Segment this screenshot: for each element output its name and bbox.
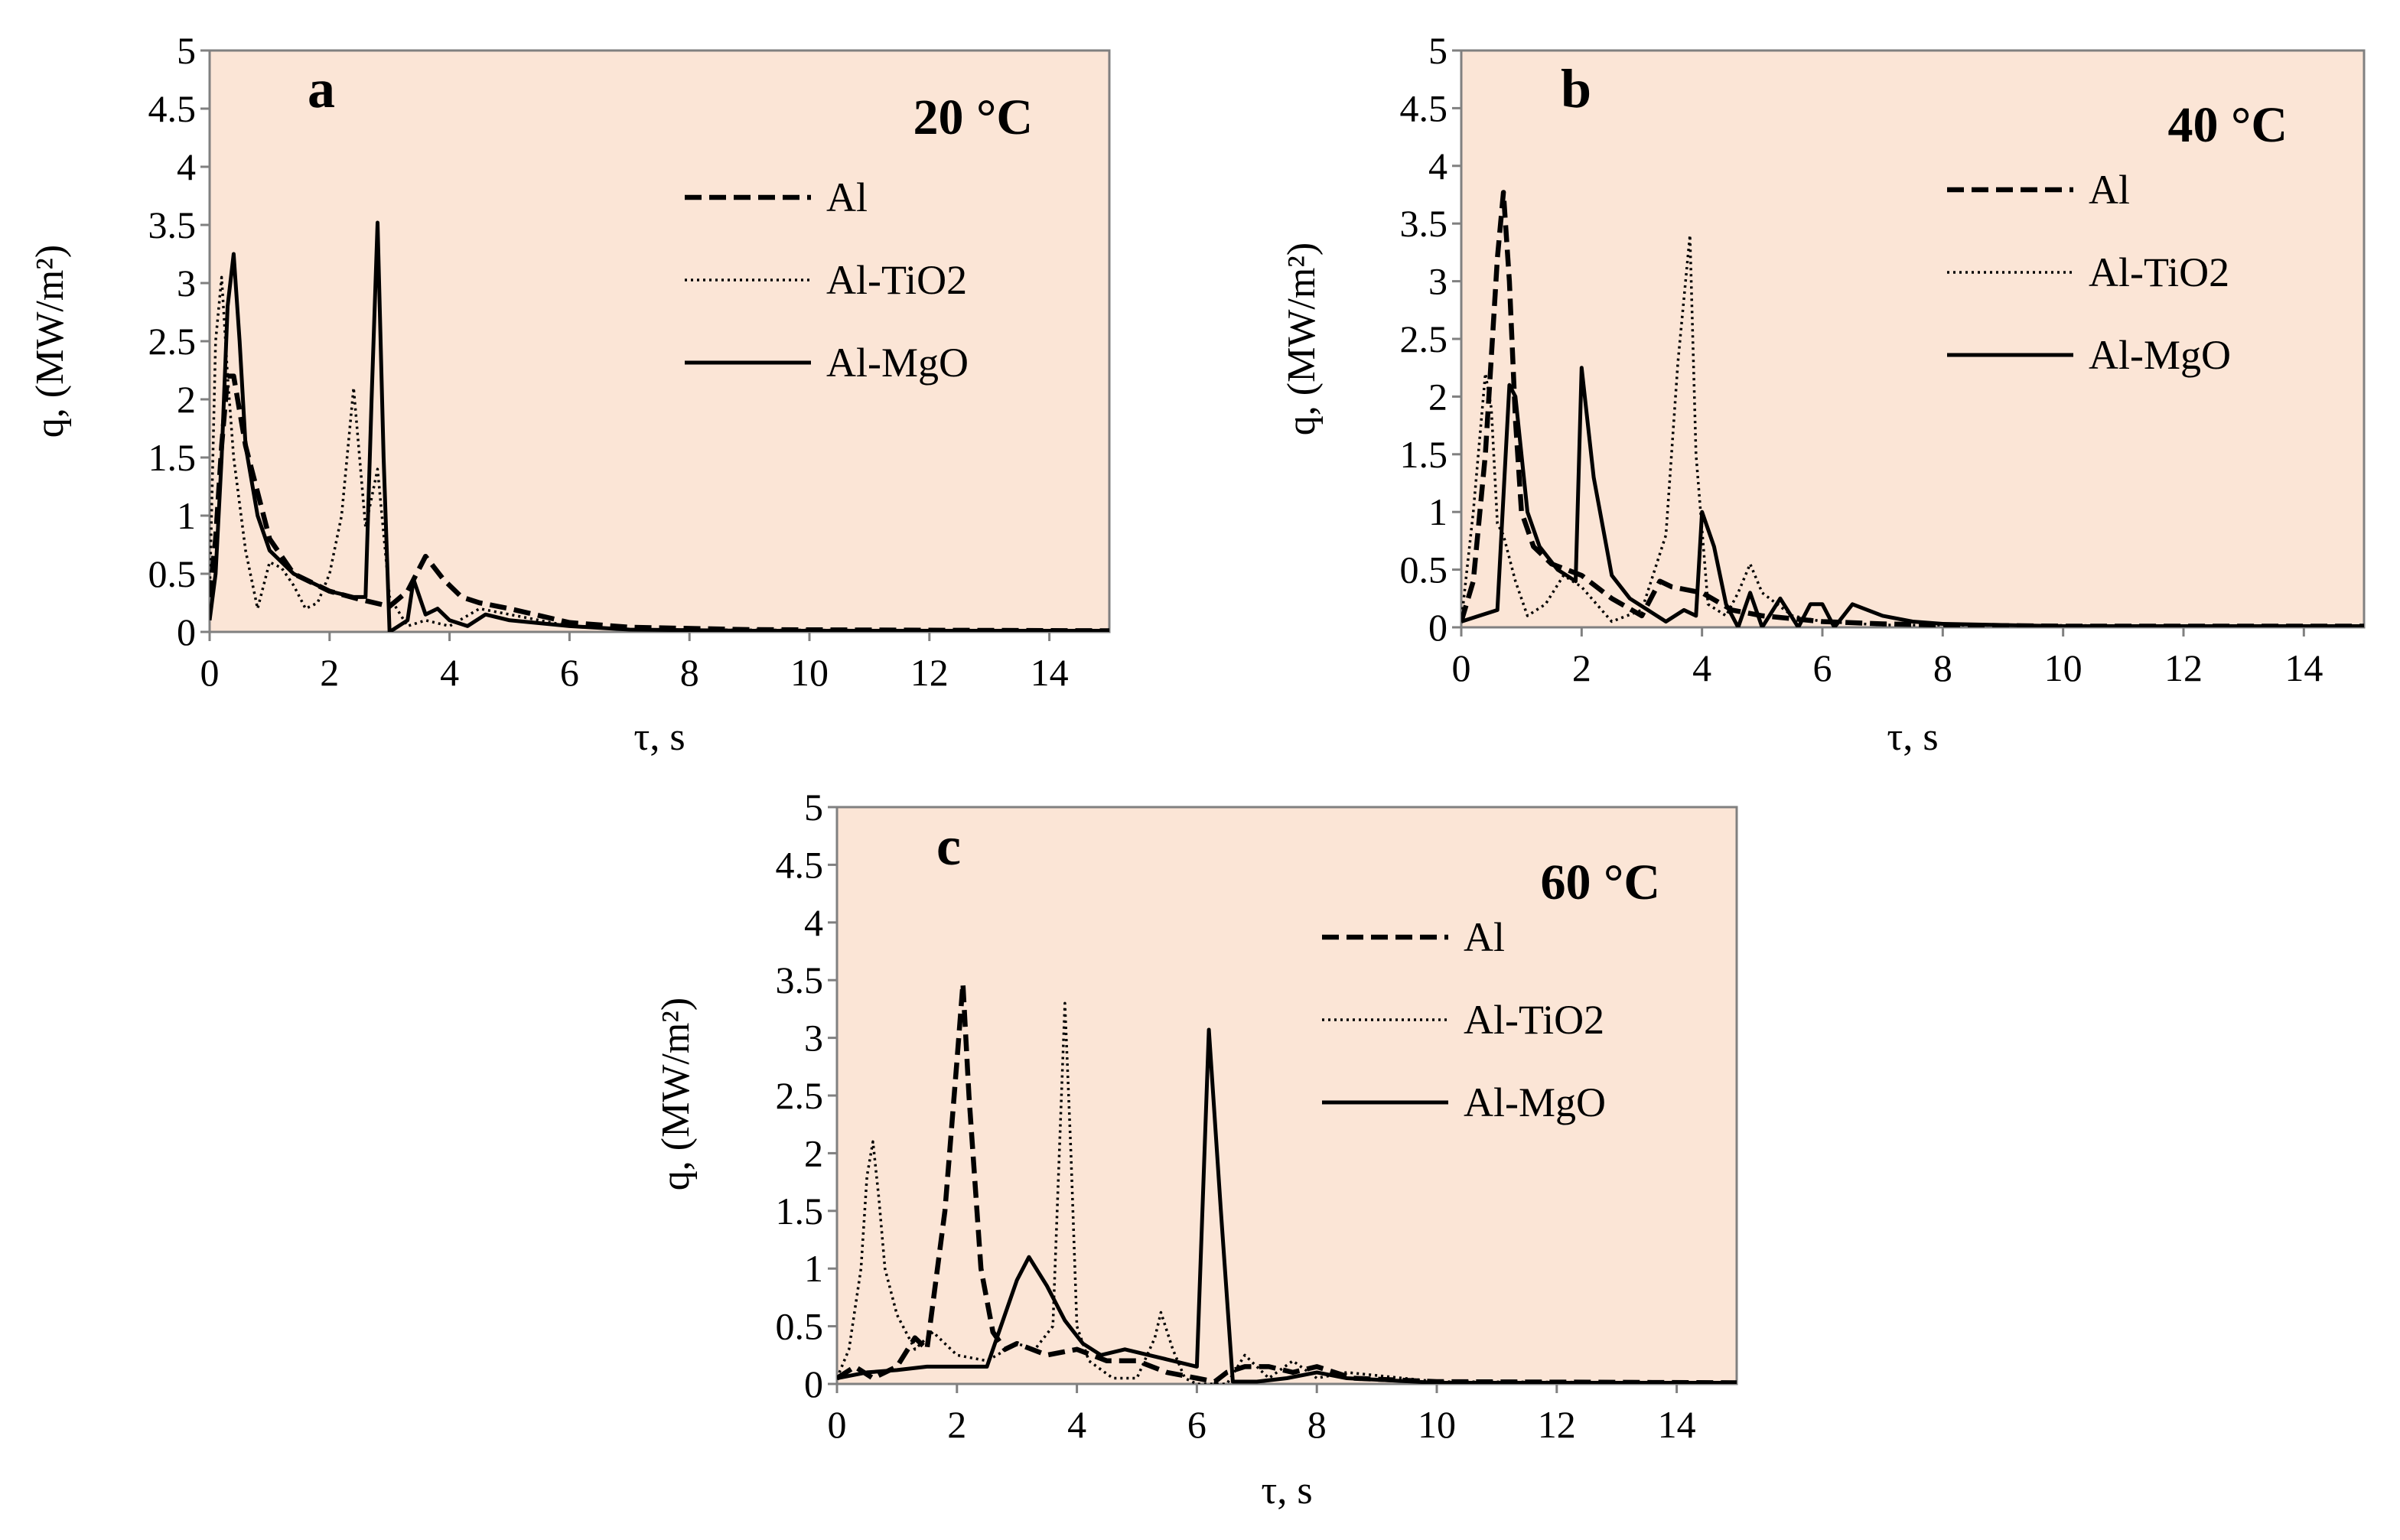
y-tick-label: 4.5	[148, 87, 197, 130]
y-tick-label: 2	[177, 378, 196, 421]
y-tick-label: 1	[804, 1247, 823, 1290]
series-line-al-mgo	[210, 220, 1109, 632]
x-tick-label: 2	[947, 1403, 966, 1446]
y-tick-label: 4	[177, 145, 196, 188]
x-axis-label: τ, s	[1887, 715, 1938, 759]
x-tick-label: 12	[1538, 1403, 1576, 1446]
x-tick-label: 2	[1572, 646, 1591, 689]
y-tick-label: 4	[1428, 145, 1447, 187]
temperature-label: 40 °C	[2167, 97, 2288, 153]
x-tick-label: 6	[560, 651, 579, 694]
x-axis-label: τ, s	[1261, 1469, 1312, 1512]
y-axis-label: q, (MW/m²)	[1280, 243, 1324, 435]
legend-label: Al	[1464, 914, 1505, 960]
x-tick-label: 14	[1031, 651, 1069, 694]
panel-letter: c	[936, 816, 961, 877]
y-tick-label: 1	[1428, 490, 1447, 533]
plot-area	[208, 49, 1111, 633]
series-line-al	[210, 373, 1109, 632]
y-tick-label: 2	[804, 1131, 823, 1174]
x-tick-label: 0	[1452, 646, 1471, 689]
series-line-al-tio2	[1461, 233, 2364, 627]
y-tick-label: 3.5	[1400, 202, 1448, 245]
legend-label: Al-TiO2	[1464, 997, 1604, 1043]
legend-label: Al-TiO2	[2089, 249, 2229, 295]
x-tick-label: 10	[2044, 646, 2082, 689]
y-tick-label: 5	[804, 786, 823, 829]
x-tick-label: 12	[2164, 646, 2203, 689]
y-tick-label: 1.5	[776, 1190, 824, 1232]
y-tick-label: 0.5	[148, 552, 197, 595]
x-tick-label: 12	[910, 651, 949, 694]
y-tick-label: 5	[1428, 29, 1447, 72]
x-tick-label: 14	[2284, 646, 2323, 689]
y-axis-label: q, (MW/m²)	[28, 245, 72, 438]
y-tick-label: 3	[1428, 260, 1447, 303]
temperature-label: 60 °C	[1540, 855, 1660, 910]
panel-letter: a	[308, 58, 335, 119]
legend-label: Al-MgO	[2089, 332, 2231, 378]
series-line-al-mgo	[1461, 366, 2364, 627]
y-tick-label: 1.5	[148, 436, 197, 479]
x-tick-label: 0	[200, 651, 220, 694]
y-tick-label: 5	[177, 29, 196, 72]
y-tick-label: 3.5	[776, 959, 824, 1001]
legend-label: Al-MgO	[1464, 1079, 1606, 1125]
y-axis-label: q, (MW/m²)	[654, 998, 698, 1190]
x-tick-label: 10	[1418, 1403, 1456, 1446]
y-tick-label: 3.5	[148, 203, 197, 246]
y-tick-label: 1	[177, 494, 196, 537]
x-tick-label: 8	[680, 651, 699, 694]
y-tick-label: 0.5	[1400, 549, 1448, 591]
x-tick-label: 10	[790, 651, 829, 694]
x-tick-label: 4	[1692, 646, 1711, 689]
chart-panel-b: 0 0.5 1 1.5 2 2.5 3 3.5 4 4.5 5 0 2 4 6 8 10 12 14 τ, s q, (…	[1280, 29, 2366, 759]
x-tick-label: 0	[828, 1403, 847, 1446]
x-tick-label: 6	[1813, 646, 1832, 689]
y-tick-label: 2.5	[148, 320, 197, 363]
y-tick-label: 4.5	[776, 843, 824, 886]
y-tick-label: 2	[1428, 375, 1447, 418]
x-tick-label: 4	[440, 651, 459, 694]
x-axis-label: τ, s	[633, 715, 685, 759]
y-tick-label: 4.5	[1400, 86, 1448, 129]
x-tick-label: 2	[320, 651, 339, 694]
legend-label: Al	[826, 174, 868, 220]
y-tick-label: 0	[804, 1363, 823, 1405]
y-tick-label: 4	[804, 901, 823, 944]
x-tick-label: 6	[1187, 1403, 1207, 1446]
y-tick-label: 2.5	[1400, 317, 1448, 360]
legend-label: Al-MgO	[826, 340, 969, 386]
y-tick-label: 2.5	[776, 1074, 824, 1117]
x-tick-label: 14	[1658, 1403, 1696, 1446]
y-tick-label: 3	[804, 1017, 823, 1060]
temperature-label: 20 °C	[913, 90, 1033, 145]
legend-label: Al	[2089, 167, 2130, 213]
x-tick-label: 8	[1307, 1403, 1327, 1446]
legend-label: Al-TiO2	[826, 257, 967, 303]
series-line-al-mgo	[837, 1027, 1737, 1384]
y-tick-label: 0	[1428, 606, 1447, 649]
chart-panel-a: 0 0.5 1 1.5 2 2.5 3 3.5 4 4.5 5 0 2 4 6 8 10 12 14 τ, s q, (…	[28, 29, 1111, 759]
y-tick-label: 1.5	[1400, 433, 1448, 476]
y-tick-label: 0.5	[776, 1305, 824, 1348]
y-tick-label: 0	[177, 610, 196, 653]
y-tick-label: 3	[177, 262, 196, 304]
plot-area	[1460, 49, 2366, 629]
series-line-al	[1461, 190, 2364, 627]
series-line-al	[837, 981, 1737, 1384]
chart-panel-c: 0 0.5 1 1.5 2 2.5 3 3.5 4 4.5 5 0 2 4 6 8 10 12 14 τ, s q, (…	[654, 786, 1738, 1512]
x-tick-label: 4	[1067, 1403, 1086, 1446]
x-tick-label: 8	[1933, 646, 1952, 689]
panel-letter: b	[1561, 58, 1591, 119]
